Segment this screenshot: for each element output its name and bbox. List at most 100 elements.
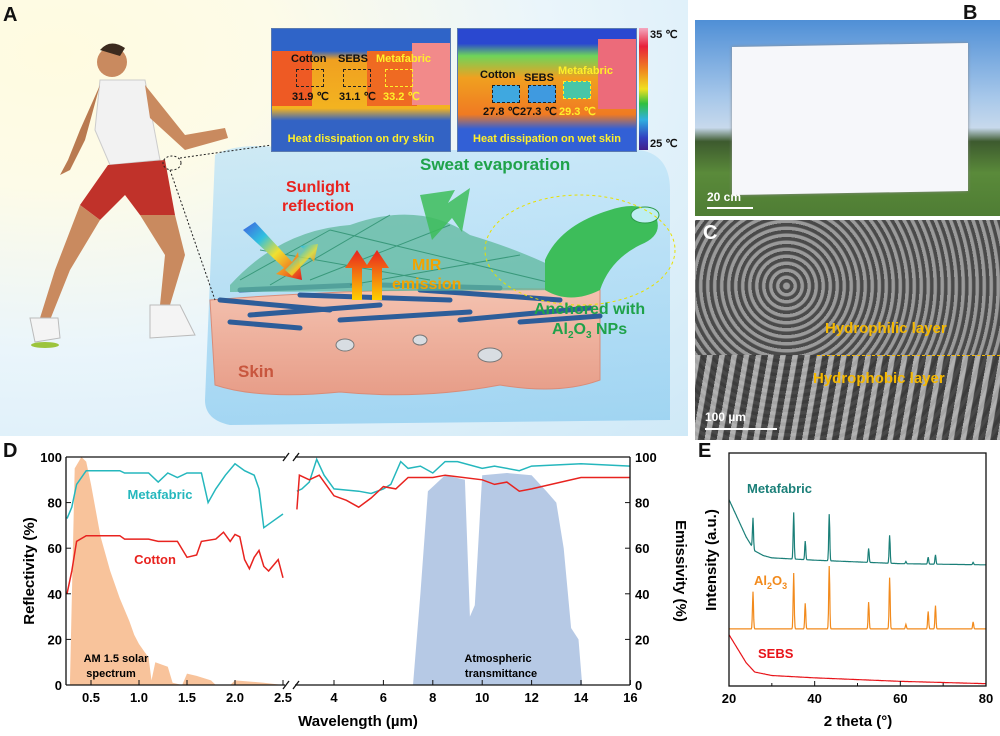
x-tick-label: 10: [475, 690, 489, 705]
chart-d: 0 0 20 20 40 40 60 60 80 80 100 100 0.5 1.0 1.5 2.0 2.5 4…: [21, 450, 689, 730]
axis-break-mark: [282, 680, 290, 690]
wet-box-cotton: [492, 85, 520, 103]
y-tick-label-left: 0: [55, 678, 62, 693]
y-tick-label-right: 0: [635, 678, 642, 693]
y-tick-label-left: 40: [48, 587, 62, 602]
reflection-arrow: [285, 244, 318, 276]
y-axis-title-right: Emissivity (%): [672, 520, 689, 622]
anchored-label: Anchored with Al2O3 NPs: [534, 301, 646, 342]
cotton-reflectivity-line: [66, 531, 284, 594]
sweat-evaporation-label: Sweat evaporation: [420, 155, 571, 174]
y-axis-title-left: Reflectivity (%): [21, 517, 38, 625]
al2o3-anchored-fiber: [545, 206, 658, 298]
layer-boundary-line: [817, 355, 1000, 356]
dry-temp-cotton: 31.9 ℃: [292, 91, 329, 103]
temperature-colorbar: [639, 28, 648, 150]
colorbar-max: 35 ℃: [650, 29, 678, 41]
hydrophilic-layer-label: Hydrophilic layer: [825, 320, 947, 337]
scale-bar: [705, 428, 777, 430]
panel-c-sem-image: Hydrophilic layer Hydrophobic layer 100 …: [695, 220, 1000, 440]
chart-e: 20 40 60 80 2 theta (°) Intensity (a.u.) Metaf…: [703, 452, 993, 730]
wet-temp-sebs: 27.3 ℃: [520, 106, 557, 118]
axis-break-mark: [282, 452, 290, 462]
x-tick-label: 14: [574, 690, 589, 705]
al2o3-series-label: Al2O3: [754, 573, 787, 591]
dry-box-cotton: [296, 69, 324, 87]
dry-temp-metafabric: 33.2 ℃: [383, 91, 420, 103]
colorbar-min: 25 ℃: [650, 138, 678, 150]
dry-box-sebs: [343, 69, 371, 87]
al2o3-label-part: 3: [782, 581, 787, 591]
x-tick-label: 6: [380, 690, 387, 705]
y-tick-label-left: 60: [48, 541, 62, 556]
dry-label-cotton: Cotton: [291, 53, 327, 65]
dry-label-sebs: SEBS: [338, 53, 368, 65]
y-tick-label-right: 60: [635, 541, 649, 556]
al2o3-xrd-line: [729, 565, 986, 630]
y-tick-label-left: 20: [48, 632, 62, 647]
x-tick-label: 2.0: [226, 690, 244, 705]
x-tick-label: 16: [623, 690, 637, 705]
sunlight-arrow: [243, 222, 302, 280]
x-tick-label: 40: [807, 691, 821, 706]
x-tick-label: 20: [722, 691, 736, 706]
y-axis-title: Intensity (a.u.): [703, 509, 720, 611]
x-tick-label: 12: [524, 690, 538, 705]
y-tick-label-right: 80: [635, 496, 649, 511]
wet-box-sebs: [528, 85, 556, 103]
solar-spectrum-label: spectrum: [86, 668, 136, 680]
x-axis-title: Wavelength (µm): [298, 713, 418, 730]
axis-break-mark: [292, 680, 300, 690]
dry-box-metafabric: [385, 69, 413, 87]
wet-label-metafabric: Metafabric: [558, 65, 614, 77]
runner-illustration: [29, 43, 228, 348]
scale-bar-label: 100 µm: [705, 410, 746, 424]
y-tick-label-right: 20: [635, 632, 649, 647]
panel-label-c: C: [703, 222, 718, 244]
skin-zoom-marker: [162, 155, 182, 171]
mir-emission-label: MIR emission: [392, 257, 462, 293]
skin-label: Skin: [238, 362, 274, 381]
x-tick-label: 1.0: [130, 690, 148, 705]
solar-spectrum-label: AM 1.5 solar: [84, 653, 150, 665]
thermal-image-dry: Cotton SEBS Metafabric 31.9 ℃ 31.1 ℃ 33.…: [271, 28, 451, 152]
x-axis-title: 2 theta (°): [824, 713, 893, 730]
atmospheric-transmittance-label: Atmospheric: [464, 653, 531, 665]
atmospheric-transmittance-label: transmittance: [465, 668, 537, 680]
sunlight-reflection-label: Sunlight reflection: [282, 179, 355, 215]
atmospheric-transmittance-area: [413, 473, 583, 685]
mir-emission-arrows: [345, 250, 389, 300]
zoom-highlight-circle: [484, 194, 676, 306]
cotton-annotation: Cotton: [134, 552, 176, 567]
al2o3-label-part: Al: [754, 573, 767, 588]
panel-label-d: D: [3, 440, 18, 462]
wet-box-metafabric: [563, 81, 591, 99]
sweat-droplets: [335, 334, 503, 363]
metafabric-sheet: [732, 42, 968, 196]
thermal-image-wet: Cotton SEBS Metafabric 27.8 ℃ 27.3 ℃ 29.…: [457, 28, 637, 152]
wet-temp-cotton: 27.8 ℃: [483, 106, 520, 118]
y-tick-label-left: 80: [48, 496, 62, 511]
hydrophilic-fiber-mesh: [230, 214, 580, 292]
wet-temp-metafabric: 29.3 ℃: [559, 106, 596, 118]
scale-bar: [707, 207, 753, 209]
x-tick-label: 4: [330, 690, 338, 705]
scale-bar-label: 20 cm: [707, 190, 742, 204]
panel-label-a: A: [3, 4, 18, 26]
metafabric-series-label: Metafabric: [747, 481, 812, 496]
dry-label-metafabric: Metafabric: [376, 53, 432, 65]
wet-label-cotton: Cotton: [480, 69, 516, 81]
panel-b-photo: 20 cm: [695, 20, 1000, 216]
dry-caption: Heat dissipation on dry skin: [287, 133, 435, 145]
sebs-xrd-line: [728, 634, 986, 685]
x-tick-label: 0.5: [82, 690, 100, 705]
solar-spectrum-area: [69, 457, 284, 685]
x-tick-label: 60: [893, 691, 907, 706]
al2o3-label-part: O: [772, 573, 782, 588]
panel-a: Cotton SEBS Metafabric 31.9 ℃ 31.1 ℃ 33.…: [0, 0, 688, 436]
y-tick-label-left: 100: [40, 450, 62, 465]
axis-break-mark: [292, 452, 300, 462]
wet-label-sebs: SEBS: [524, 72, 554, 84]
metafabric-emissivity-line: [296, 457, 631, 495]
